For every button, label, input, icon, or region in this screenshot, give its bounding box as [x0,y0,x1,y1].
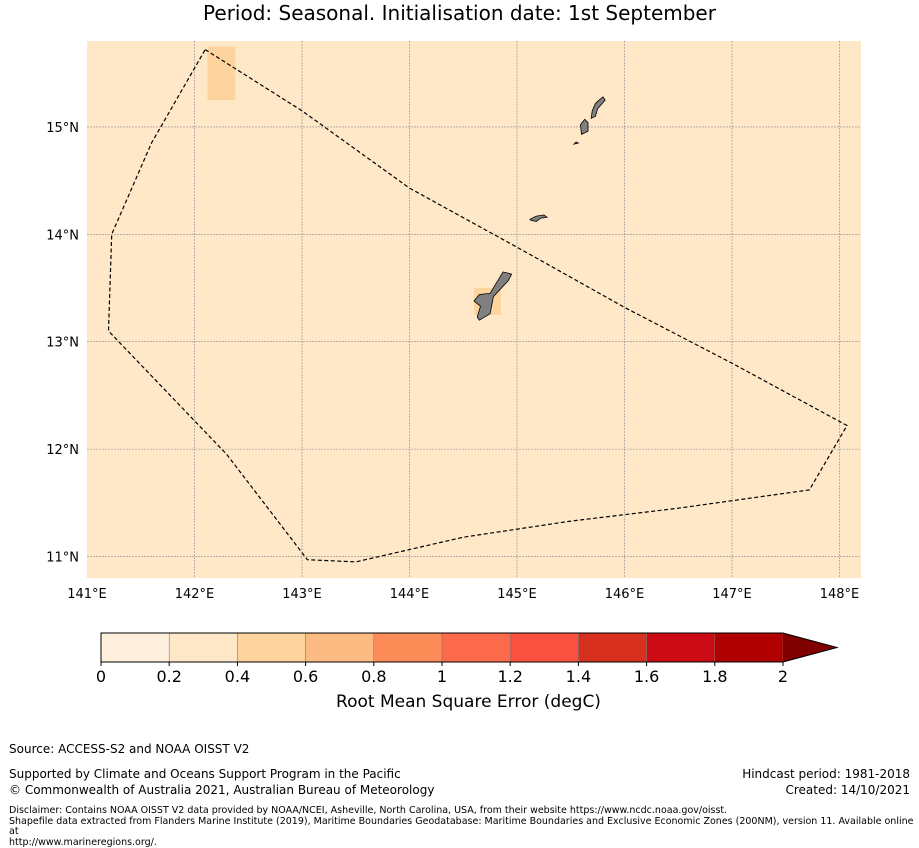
colorbar-tick-label: 0.6 [293,667,318,686]
lon-tick-label: 146°E [605,587,645,602]
colorbar-tick-label: 1.2 [497,667,522,686]
colorbar-segment [101,633,169,662]
lon-tick-label: 144°E [390,587,430,602]
lon-tick-label: 143°E [282,587,322,602]
field-cell [207,46,235,100]
disclaimer: Disclaimer: Contains NOAA OISST V2 data … [9,806,914,848]
disclaimer-line-3: http://www.marineregions.org/. [9,838,914,848]
colorbar-extend-arrow [783,633,837,662]
map-figure: 141°E 142°E 143°E 144°E 145°E 146°E 147°E 148°E… [0,0,919,690]
supported-by-text: Supported by Climate and Oceans Support … [9,767,401,781]
lon-tick-label: 148°E [820,587,860,602]
lat-tick-label: 11°N [46,551,79,566]
source-text: Source: ACCESS-S2 and NOAA OISST V2 [9,742,249,756]
colorbar-tick-label: 0.8 [361,667,386,686]
colorbar-tick-label: 1.4 [566,667,591,686]
colorbar-tick-label: 1.6 [634,667,659,686]
copyright-text: © Commonwealth of Australia 2021, Austra… [9,783,434,797]
colorbar-segment [510,633,578,662]
lat-tick-label: 12°N [46,443,79,458]
hindcast-period-text: Hindcast period: 1981-2018 [742,767,910,781]
colorbar-segment [578,633,646,662]
colorbar-tick-label: 0.4 [225,667,250,686]
lat-tick-label: 14°N [46,228,79,243]
lon-tick-label: 145°E [497,587,537,602]
created-date-text: Created: 14/10/2021 [785,783,910,797]
lon-tick-label: 142°E [175,587,215,602]
colorbar-segment [237,633,305,662]
colorbar-tick-label: 0 [96,667,106,686]
colorbar-segment [647,633,715,662]
colorbar-tick-label: 1.8 [702,667,727,686]
lon-tick-label: 147°E [712,587,752,602]
lon-tick-label: 141°E [67,587,107,602]
colorbar-segment [715,633,783,662]
lat-tick-label: 13°N [46,336,79,351]
colorbar-tick-label: 0.2 [156,667,181,686]
colorbar-tick-label: 1 [437,667,447,686]
colorbar-segment [442,633,510,662]
colorbar-tick-label: 2 [778,667,788,686]
colorbar: 0 0.2 0.4 0.6 0.8 1 1.2 1.4 1.6 1.8 2 [96,633,837,686]
disclaimer-line-2: Shapefile data extracted from Flanders M… [9,817,914,838]
colorbar-segment [169,633,237,662]
colorbar-segment [374,633,442,662]
colorbar-segment [306,633,374,662]
map-area: 141°E 142°E 143°E 144°E 145°E 146°E 147°E 148°E… [46,41,861,602]
lat-tick-label: 15°N [46,121,79,136]
colorbar-label: Root Mean Square Error (degC) [100,692,837,712]
disclaimer-line-1: Disclaimer: Contains NOAA OISST V2 data … [9,806,914,817]
